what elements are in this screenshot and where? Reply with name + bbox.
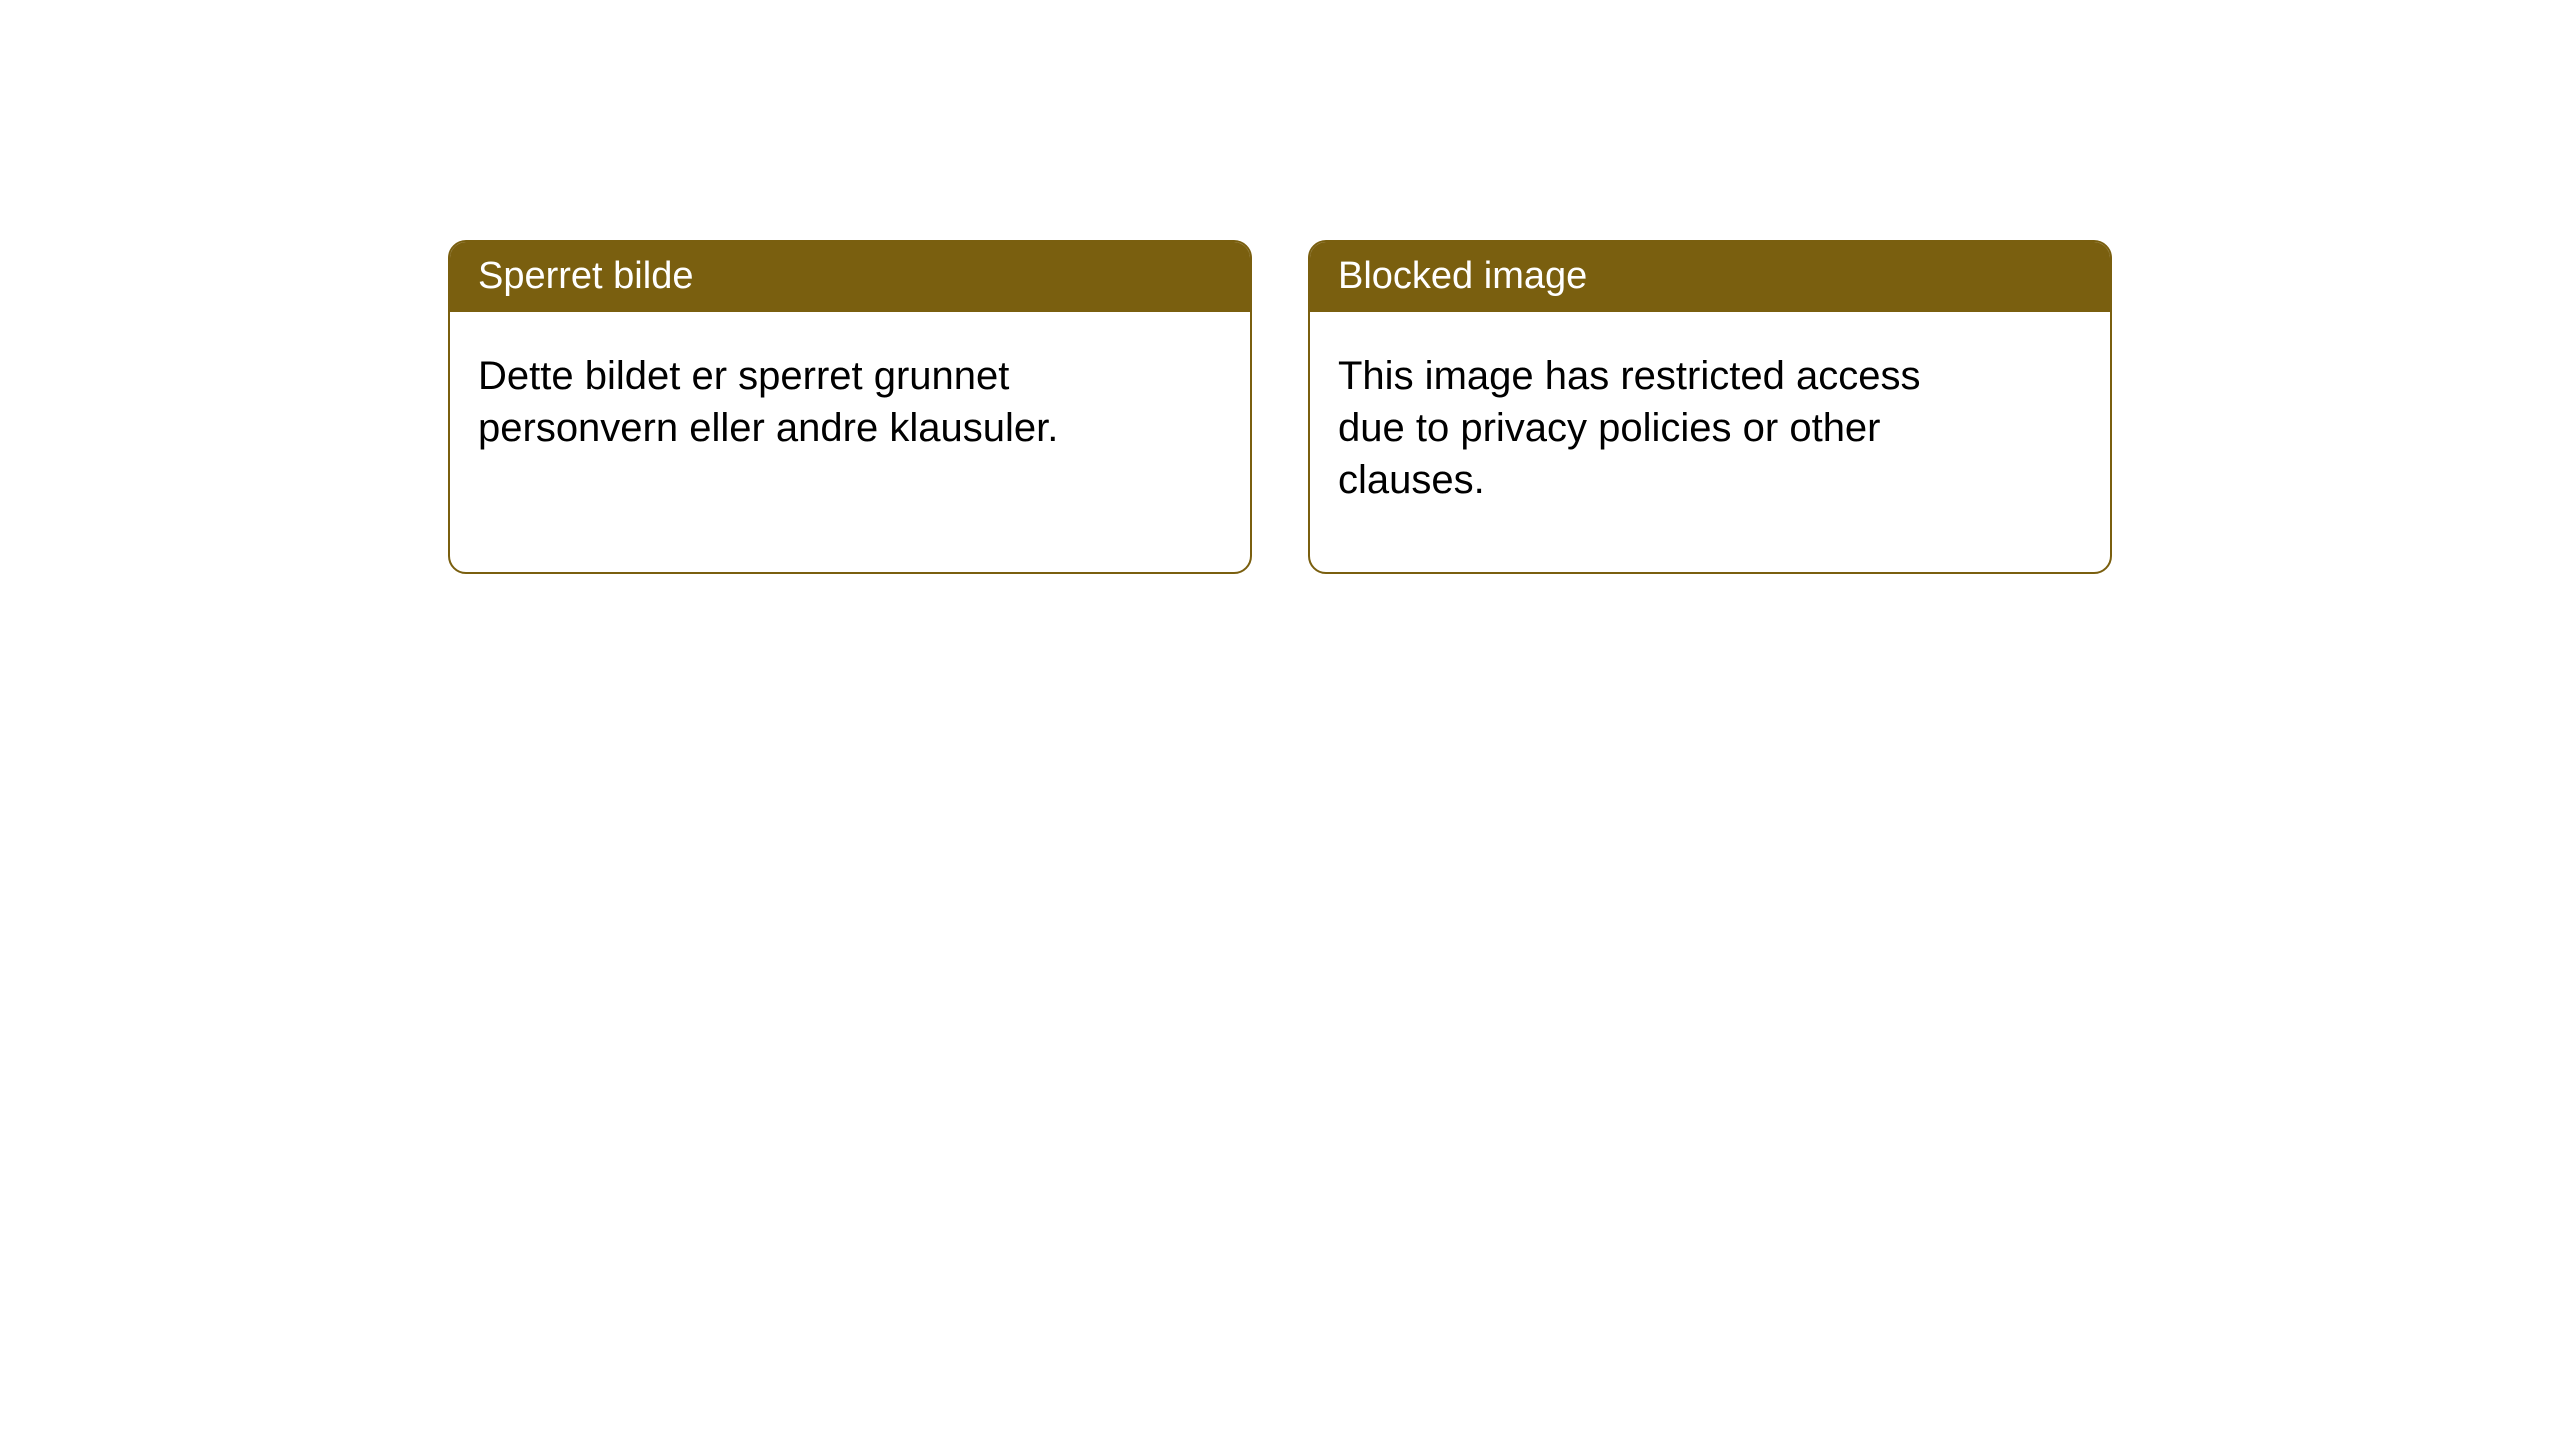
card-body: This image has restricted access due to … <box>1310 312 1990 544</box>
card-body-text: Dette bildet er sperret grunnet personve… <box>478 354 1058 450</box>
card-header: Blocked image <box>1310 242 2110 312</box>
card-body: Dette bildet er sperret grunnet personve… <box>450 312 1130 492</box>
blocked-image-card-no: Sperret bilde Dette bildet er sperret gr… <box>448 240 1252 574</box>
card-body-text: This image has restricted access due to … <box>1338 354 1920 502</box>
card-title: Blocked image <box>1338 255 1587 297</box>
cards-container: Sperret bilde Dette bildet er sperret gr… <box>448 240 2112 574</box>
card-header: Sperret bilde <box>450 242 1250 312</box>
blocked-image-card-en: Blocked image This image has restricted … <box>1308 240 2112 574</box>
card-title: Sperret bilde <box>478 255 693 297</box>
